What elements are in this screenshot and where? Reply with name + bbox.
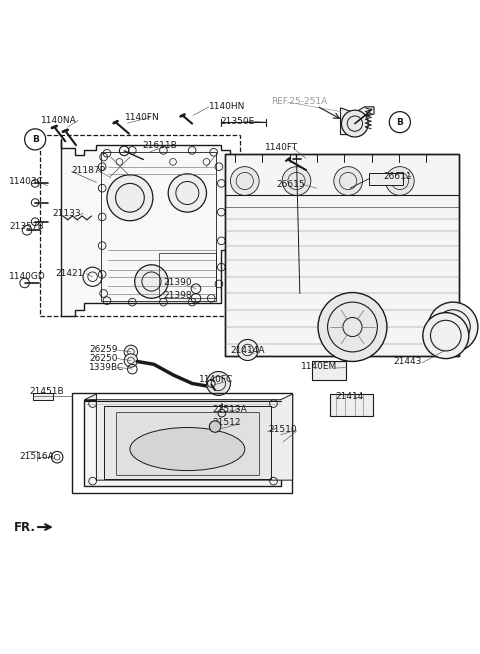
Ellipse shape (387, 255, 422, 274)
Text: 21390: 21390 (163, 279, 192, 288)
Bar (72, 393, 292, 492)
Circle shape (423, 313, 469, 358)
Text: 26250: 26250 (89, 354, 118, 363)
Text: 21513A: 21513A (212, 405, 247, 414)
Bar (330, 394, 373, 415)
Ellipse shape (130, 428, 245, 471)
Text: 1140FN: 1140FN (125, 113, 160, 122)
Polygon shape (104, 406, 271, 479)
Polygon shape (84, 400, 281, 486)
Text: FR.: FR. (14, 521, 36, 534)
Text: 21510: 21510 (269, 425, 297, 434)
Polygon shape (84, 394, 293, 480)
Text: 21414: 21414 (336, 392, 364, 401)
Text: 1140FT: 1140FT (265, 143, 298, 152)
Circle shape (206, 371, 230, 396)
Circle shape (385, 167, 414, 196)
Circle shape (318, 292, 387, 362)
Polygon shape (116, 412, 259, 475)
Text: 21512: 21512 (212, 418, 241, 427)
Text: 11403C: 11403C (9, 177, 44, 186)
Circle shape (341, 110, 368, 137)
Text: 1140GD: 1140GD (9, 272, 46, 281)
Bar (369, 173, 403, 185)
Text: 21350E: 21350E (221, 116, 255, 126)
Polygon shape (225, 154, 459, 356)
Text: 26611: 26611 (384, 172, 412, 181)
Polygon shape (340, 107, 374, 135)
Bar (40, 135, 240, 315)
Text: 21611B: 21611B (142, 141, 177, 150)
Circle shape (124, 354, 138, 367)
Ellipse shape (284, 255, 319, 274)
Polygon shape (60, 139, 230, 315)
Text: B: B (396, 118, 403, 127)
Bar (312, 362, 346, 380)
Circle shape (209, 421, 221, 432)
Text: 1140NA: 1140NA (41, 116, 77, 125)
Text: 26259: 26259 (89, 345, 118, 354)
Ellipse shape (336, 255, 370, 274)
Circle shape (24, 129, 46, 150)
Circle shape (135, 265, 168, 298)
Bar (33, 393, 53, 400)
Circle shape (124, 345, 138, 358)
Text: 21443: 21443 (393, 357, 421, 366)
Circle shape (282, 167, 311, 196)
Text: REF.25-251A: REF.25-251A (271, 97, 327, 105)
Circle shape (428, 302, 478, 352)
Circle shape (107, 175, 153, 221)
Text: 1140HN: 1140HN (209, 102, 245, 111)
Text: 1339BC: 1339BC (89, 363, 124, 371)
Text: B: B (32, 135, 38, 144)
Text: 21187P: 21187P (72, 165, 106, 175)
Text: 1140FC: 1140FC (199, 375, 234, 384)
Circle shape (237, 339, 258, 360)
Circle shape (230, 167, 259, 196)
Text: 26615: 26615 (276, 180, 304, 189)
Text: 21451B: 21451B (29, 387, 64, 396)
Text: 21421: 21421 (56, 269, 84, 278)
Ellipse shape (232, 255, 267, 274)
Text: 21398: 21398 (163, 292, 192, 300)
Circle shape (334, 167, 362, 196)
Text: 21357B: 21357B (9, 222, 44, 231)
Text: 21414A: 21414A (230, 347, 265, 355)
Circle shape (168, 174, 206, 212)
Text: 1140EM: 1140EM (301, 362, 337, 371)
Circle shape (389, 112, 410, 133)
Text: 21133: 21133 (52, 209, 81, 218)
Text: 21516A: 21516A (20, 452, 55, 460)
